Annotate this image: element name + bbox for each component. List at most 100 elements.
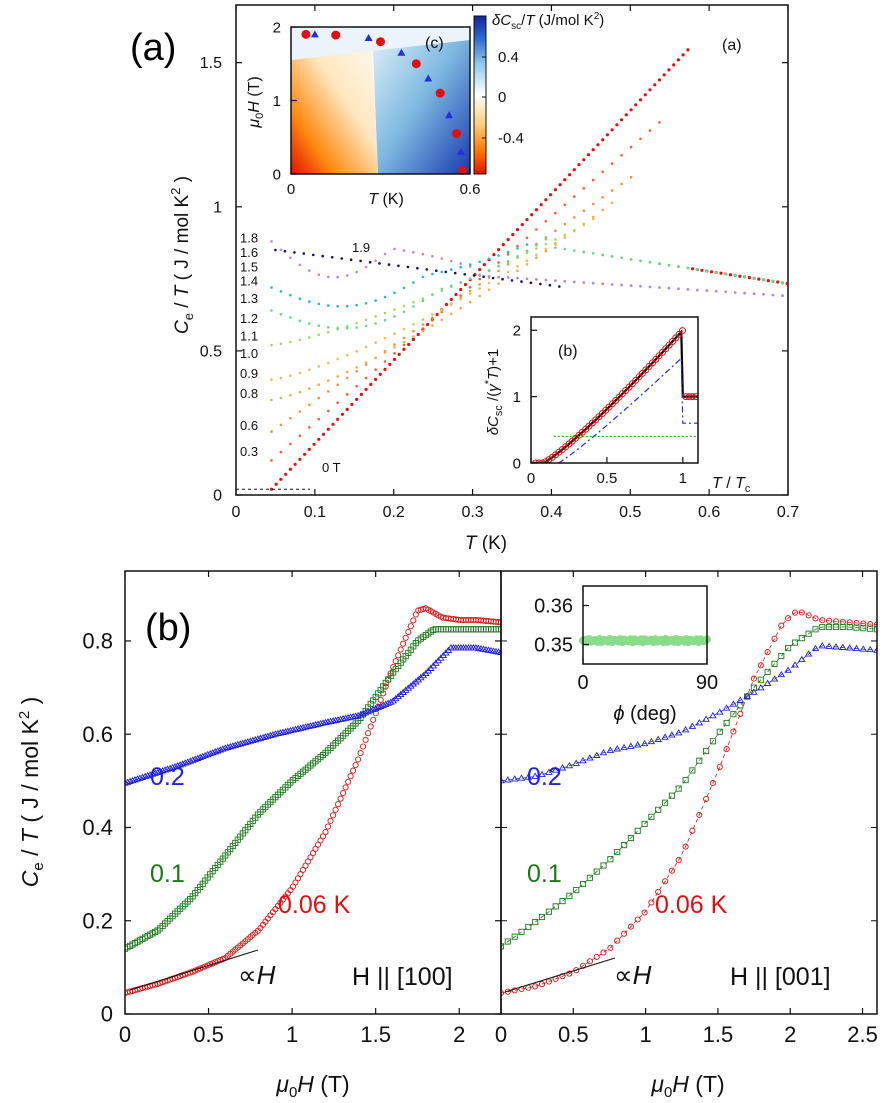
data-point bbox=[331, 716, 340, 723]
panel-a-point bbox=[355, 349, 359, 353]
panel-a-point bbox=[298, 338, 302, 342]
panel-a-point bbox=[463, 282, 468, 287]
panel-a-point bbox=[548, 283, 552, 287]
panel-a-point bbox=[298, 297, 302, 301]
y-tick-label: 1 bbox=[213, 199, 222, 216]
panel-a-point bbox=[482, 275, 485, 279]
panel-a-point bbox=[648, 88, 652, 92]
panel-a-point bbox=[482, 263, 486, 267]
panel-a-point bbox=[582, 223, 586, 227]
panel-a-point bbox=[416, 266, 419, 270]
panel-a-point bbox=[544, 278, 548, 282]
data-point bbox=[370, 716, 377, 723]
data-point bbox=[634, 827, 641, 834]
panel-a-point bbox=[431, 293, 434, 296]
x-tick-label: 1.5 bbox=[360, 1022, 391, 1047]
panel-b-right-xlabel: μ0H (T) bbox=[650, 1071, 724, 1101]
data-point bbox=[311, 721, 320, 728]
panel-a-point bbox=[714, 289, 718, 293]
data-point bbox=[151, 769, 159, 776]
panel-a-point bbox=[554, 238, 557, 241]
x-tick-label: 0.6 bbox=[698, 504, 720, 521]
x-tick-label: 0.6 bbox=[460, 181, 481, 198]
inset-b-background bbox=[531, 317, 698, 463]
panel-a-point bbox=[397, 352, 401, 356]
data-point bbox=[146, 771, 154, 778]
panel-a-point bbox=[298, 319, 302, 323]
data-point bbox=[648, 899, 655, 906]
data-point bbox=[269, 731, 277, 738]
panel-a-point bbox=[468, 292, 472, 296]
panel-a-point bbox=[563, 233, 567, 237]
data-point bbox=[231, 741, 240, 748]
data-point bbox=[329, 717, 337, 724]
panel-a-point bbox=[378, 372, 382, 376]
panel-a-point bbox=[369, 382, 373, 386]
panel-a-point bbox=[757, 277, 761, 281]
data-point bbox=[495, 619, 501, 626]
data-point bbox=[798, 655, 806, 663]
panel-a-point bbox=[459, 262, 463, 265]
panel-a-point bbox=[629, 175, 633, 179]
data-point bbox=[158, 767, 167, 774]
data-point bbox=[633, 741, 642, 748]
data-point bbox=[334, 716, 342, 723]
inset-c-point bbox=[397, 48, 406, 56]
panel-a-point bbox=[355, 270, 359, 274]
panel-a-point bbox=[525, 251, 529, 255]
data-point bbox=[784, 666, 792, 673]
panel-a-point bbox=[435, 269, 438, 273]
panel-a-point bbox=[487, 281, 491, 285]
data-point bbox=[201, 751, 209, 759]
panel-a-point bbox=[426, 322, 430, 327]
data-point bbox=[377, 696, 384, 703]
data-point bbox=[722, 704, 731, 711]
x-tick-label: 1 bbox=[286, 1022, 298, 1047]
data-point bbox=[566, 970, 573, 977]
panel-a-point bbox=[440, 289, 444, 293]
panel-a-point bbox=[298, 410, 302, 413]
panel-a-point bbox=[431, 272, 434, 276]
panel-a-point bbox=[421, 329, 425, 333]
panel-a-point bbox=[573, 228, 576, 232]
panel-a-point bbox=[596, 143, 600, 147]
panel-a-point bbox=[639, 259, 642, 263]
panel-a-point bbox=[359, 392, 363, 396]
panel-a-point bbox=[374, 315, 377, 318]
inset-c-heatmap: 0 0.6 0 1 2 (c) T (K) μ0H (T) 0.4 0 -0.4 δCsc/… bbox=[246, 11, 604, 208]
inset-phi-ticks: 0 90 0.35 0.36 bbox=[534, 596, 718, 695]
panel-a-point bbox=[478, 294, 482, 298]
data-point bbox=[342, 784, 349, 791]
panel-a-point bbox=[393, 346, 396, 349]
inset-phi-frame bbox=[582, 585, 708, 665]
panel-a-point bbox=[393, 332, 396, 336]
data-point bbox=[873, 626, 877, 633]
panel-a-point bbox=[402, 310, 406, 314]
panel-a-point bbox=[615, 123, 619, 127]
panel-a-point bbox=[378, 262, 381, 265]
panel-a-point bbox=[620, 283, 623, 287]
panel-a-field-label: 0.6 bbox=[240, 418, 258, 433]
data-point bbox=[668, 731, 676, 738]
data-point bbox=[178, 760, 187, 767]
panel-a-point bbox=[478, 283, 482, 286]
panel-a-point bbox=[535, 247, 538, 250]
panel-a-point bbox=[279, 396, 283, 400]
panel-a-point bbox=[279, 423, 283, 427]
panel-a-point bbox=[658, 286, 661, 289]
panel-a-point bbox=[743, 275, 746, 279]
data-point bbox=[346, 713, 355, 720]
inset-b-chart: 0 0.5 1 0 1 2 (b) T / Tc δCsc /(γ*T)+1 bbox=[483, 316, 751, 495]
panel-a-point bbox=[468, 263, 472, 266]
data-point bbox=[538, 913, 546, 921]
panel-a-point bbox=[497, 261, 500, 264]
panel-a-point bbox=[303, 452, 307, 456]
panel-a-point bbox=[544, 198, 548, 202]
y-tick-label: 0.5 bbox=[200, 343, 222, 360]
panel-a-point bbox=[535, 278, 538, 281]
y-tick-label: 0.35 bbox=[534, 635, 573, 657]
panel-a-point bbox=[724, 272, 727, 276]
panel-a-point bbox=[487, 269, 491, 272]
panel-a-point bbox=[355, 326, 359, 329]
panel-a-point bbox=[672, 63, 676, 67]
